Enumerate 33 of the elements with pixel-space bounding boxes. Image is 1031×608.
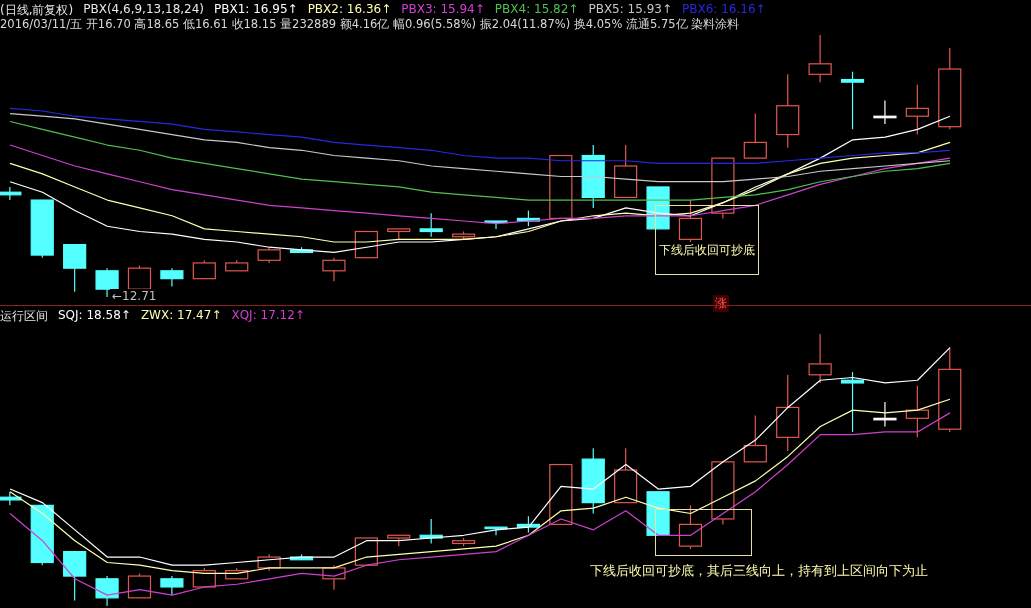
candlestick: [419, 212, 443, 238]
annotation: ←12.71: [110, 289, 159, 303]
candlestick: [95, 575, 119, 606]
text: PBX5: 15.93↑: [588, 2, 672, 16]
text: XQJ: 17.12↑: [231, 308, 305, 324]
candlestick: [63, 244, 87, 293]
candlestick: [743, 113, 767, 159]
candlestick: [905, 84, 929, 136]
text: PBX2: 16.36↑: [307, 2, 392, 16]
candlestick: [808, 334, 832, 384]
text: ZWX: 17.47↑: [140, 308, 222, 324]
candlestick: [160, 267, 184, 288]
candlestick: [322, 257, 346, 282]
candlestick: [808, 35, 832, 83]
text: SQJ: 18.58↑: [58, 308, 131, 324]
candlestick: [840, 71, 865, 130]
candlestick: [840, 371, 865, 433]
text: PBX1: 16.95↑: [214, 2, 298, 16]
annotation: 下线后收回可抄底，其后三线向上，持有到上区间向下为止: [590, 562, 928, 580]
text: PBX3: 15.94↑: [401, 2, 485, 16]
legend-title: PBX(4,6,9,13,18,24): [83, 2, 205, 16]
candlestick: [484, 526, 508, 536]
text: PBX6: 16.16↑: [682, 2, 766, 16]
candlestick: [160, 575, 184, 596]
candlestick: [192, 259, 216, 280]
candlestick: [743, 415, 767, 463]
candlestick: [678, 504, 703, 550]
chart-title: (日线,前复权): [0, 2, 74, 18]
text: PBX4: 15.82↑: [494, 2, 579, 16]
candlestick: [127, 572, 152, 599]
annotation: 下线后收回可抄底: [657, 242, 757, 259]
chart-title: 运行区间: [0, 308, 48, 325]
chart-subtitle: 2016/03/11/五 开16.70 高18.65 低16.61 收18.15 量232889 额4.16亿 幅0.96(5.58%) 振2.04(11.87%) 换4.05% 流通5.75亿 染料涂料: [0, 17, 740, 32]
